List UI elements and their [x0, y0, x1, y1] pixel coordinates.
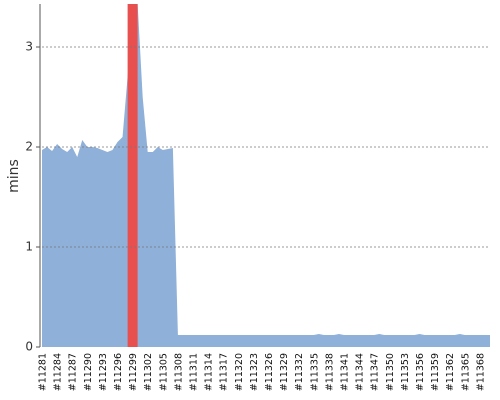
y-tick-label: 3	[25, 40, 33, 54]
x-tick-label: #11320	[234, 353, 245, 391]
x-tick-label: #11284	[53, 353, 64, 391]
x-tick-label: #11326	[264, 353, 275, 391]
x-tick-label: #11365	[460, 353, 471, 391]
y-tick-label: 1	[25, 240, 33, 254]
x-tick-label: #11302	[143, 353, 154, 391]
x-tick-label: #11338	[324, 353, 335, 391]
x-tick-label: #11368	[475, 353, 486, 391]
y-tick-label: 2	[25, 140, 33, 154]
x-tick-label: #11329	[279, 353, 290, 391]
y-axis-label: mins	[6, 159, 22, 193]
x-tick-label: #11359	[430, 353, 441, 391]
x-tick-label: #11287	[68, 353, 79, 391]
area	[42, 4, 490, 347]
x-tick-label: #11350	[385, 353, 396, 391]
x-tick-label: #11314	[204, 353, 215, 391]
x-tick-label: #11347	[370, 353, 381, 391]
x-tick-label: #11305	[158, 353, 169, 391]
x-tick-label: #11353	[400, 353, 411, 391]
x-tick-label: #11362	[445, 353, 456, 391]
x-tick-label: #11290	[83, 353, 94, 391]
x-tick-label: #11281	[38, 353, 49, 391]
x-tick-label: #11308	[173, 353, 184, 391]
x-tick-label: #11341	[340, 353, 351, 391]
x-tick-label: #11344	[355, 353, 366, 391]
x-tick-label: #11323	[249, 353, 260, 391]
y-tick-label: 0	[25, 340, 33, 354]
x-tick-label: #11332	[294, 353, 305, 391]
x-tick-label: #11296	[113, 353, 124, 391]
x-tick-label: #11311	[189, 353, 200, 391]
x-tick-label: #11293	[98, 353, 109, 391]
x-tick-label: #11356	[415, 353, 426, 391]
x-tick-label: #11299	[128, 353, 139, 391]
x-tick-label: #11317	[219, 353, 230, 391]
bar	[127, 4, 138, 347]
x-tick-label: #11335	[309, 353, 320, 391]
